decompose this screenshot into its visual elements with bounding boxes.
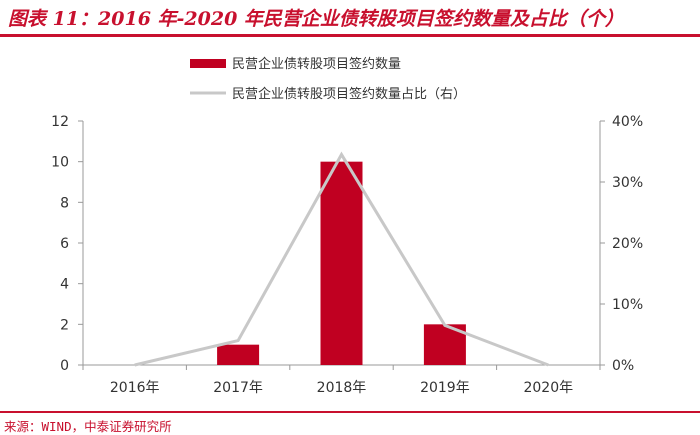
right-y-tick-label: 30% (612, 175, 643, 191)
bar (320, 161, 363, 365)
right-y-tick-label: 40% (612, 114, 643, 130)
title-divider (0, 34, 700, 37)
x-tick-label: 2020年 (523, 380, 573, 396)
left-y-tick-label: 10 (51, 155, 69, 171)
x-tick-label: 2016年 (110, 380, 160, 396)
left-y-tick-label: 12 (51, 114, 69, 130)
share-line (134, 151, 549, 367)
right-y-tick-label: 10% (612, 297, 643, 313)
x-tick-label: 2017年 (213, 380, 263, 396)
bar (217, 344, 260, 365)
legend-bar-label: 民营企业债转股项目签约数量 (232, 56, 401, 72)
left-y-tick-label: 2 (60, 317, 69, 333)
left-y-tick-label: 8 (60, 195, 69, 211)
right-y-tick-label: 20% (612, 236, 643, 252)
footer-divider (0, 411, 700, 413)
left-y-tick-label: 6 (60, 236, 69, 252)
x-ticks: 2016年 2017年 2018年 2019年 2020年 (82, 365, 601, 396)
right-y-tick-label: 0% (612, 358, 634, 374)
left-y-tick-label: 0 (60, 358, 69, 374)
bar-series (217, 161, 466, 365)
source-note: 来源：WIND，中泰证券研究所 (4, 419, 172, 434)
left-y-tick-label: 4 (60, 277, 69, 293)
line-series (134, 151, 549, 367)
right-y-ticks: 0% 10% 20% 30% 40% (600, 114, 643, 374)
left-y-ticks: 0 2 4 6 8 10 12 (51, 114, 83, 374)
legend-line-label: 民营企业债转股项目签约数量占比（右） (232, 86, 466, 102)
chart-title: 图表 11：2016 年-2020 年民营企业债转股项目签约数量及占比（个） (8, 8, 624, 30)
legend: 民营企业债转股项目签约数量 民营企业债转股项目签约数量占比（右） (190, 56, 466, 102)
x-tick-label: 2019年 (420, 380, 470, 396)
x-tick-label: 2018年 (317, 380, 367, 396)
legend-bar-swatch (190, 59, 226, 68)
